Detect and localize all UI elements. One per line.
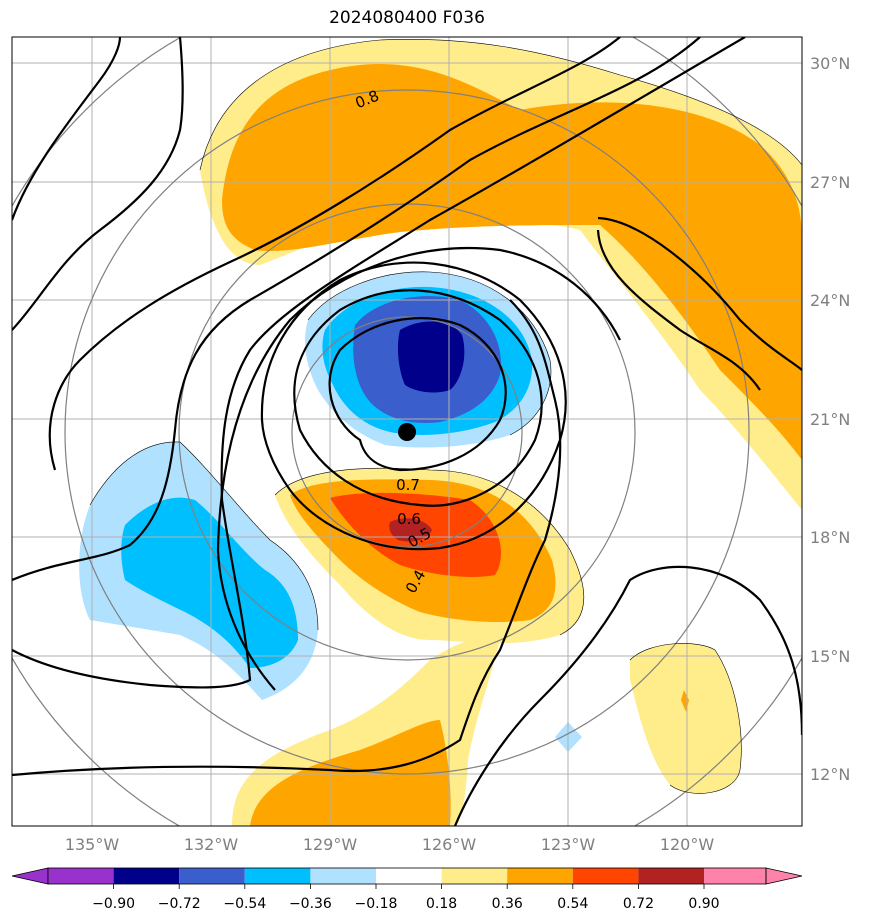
colorbar-tick-label: 0.36 [492,896,523,912]
colorbar-segment [179,868,245,884]
contour-line-6 [12,299,562,777]
lat-label: 27°N [810,173,850,192]
colorbar: −0.90 −0.72 −0.54 −0.36 −0.18 0.18 0.36 … [11,867,803,912]
lon-label: 129°W [303,835,358,854]
colorbar-tick-label: 0.54 [557,896,588,912]
contour-line-vortex-2 [293,289,543,507]
shade-neg-center-core [397,321,465,393]
shade-pos-center-core [389,518,432,542]
map-frame [11,36,803,827]
colorbar-segment [572,868,639,884]
colorbar-segment [638,868,704,884]
colorbar-segment [244,868,311,884]
shade-pos-south-inner [250,720,451,826]
contour-line-7 [597,216,802,371]
colorbar-frame [47,867,767,885]
contour-line-8 [596,229,761,391]
lat-label: 15°N [810,647,850,666]
lon-label: 135°W [65,835,120,854]
colorbar-tick-label: −0.36 [289,896,332,912]
lon-label: 132°W [184,835,239,854]
lat-label: 30°N [810,54,850,73]
colorbar-segment [113,868,180,884]
contour-label-06: 0.6 [397,510,421,528]
contour-line-vortex-4 [216,246,621,691]
storm-center-marker [398,423,416,441]
map-plot-area [12,37,802,826]
colorbar-segment [507,868,573,884]
contour-lines [12,37,802,826]
shade-pos-east-outer [630,643,742,794]
colorbar-tick-label: 0.90 [688,896,719,912]
colorbar-extend-low [11,867,49,885]
contour-line-vortex-3 [260,261,567,551]
colorbar-tick-label: 0.72 [623,896,654,912]
colorbar-tick-label: −0.18 [355,896,398,912]
colorbar-segment [441,868,508,884]
lon-label: 126°W [422,835,477,854]
colorbar-tick-label: −0.54 [223,896,266,912]
map-title: 2024080400 F036 [329,8,485,28]
colorbar-segment [310,868,376,884]
lat-label: 24°N [810,291,850,310]
range-ring-1 [291,316,523,548]
contour-label-07: 0.7 [396,476,420,494]
latitude-labels: 30°N 27°N 24°N 21°N 18°N 15°N 12°N [810,54,850,784]
longitude-labels: 135°W 132°W 129°W 126°W 123°W 120°W [65,835,715,854]
contour-line-4 [12,37,701,582]
colorbar-tick-label: −0.90 [92,896,135,912]
contour-line-1 [12,37,122,221]
contour-line-9 [453,565,802,826]
contour-line-3 [48,37,621,471]
lat-label: 18°N [810,528,850,547]
positive-shading [200,39,802,826]
lat-label: 12°N [810,765,850,784]
colorbar-segment [376,868,442,884]
colorbar-tick-label: 0.18 [426,896,457,912]
colorbar-tick-label: −0.72 [158,896,201,912]
thin-field-outlines [89,39,802,794]
colorbar-segment [48,868,114,884]
range-ring-3 [64,89,750,775]
contour-line-2 [12,37,184,331]
lat-label: 21°N [810,410,850,429]
shade-pos-north-inner [222,64,802,460]
colorbar-ticks [113,884,705,889]
contour-line-5 [12,37,746,689]
colorbar-extend-high [765,867,803,885]
lon-label: 123°W [541,835,596,854]
contour-line-vortex-1 [328,317,507,472]
lon-label: 120°W [660,835,715,854]
shade-neg-west-inner [121,497,298,668]
colorbar-segment [704,868,766,884]
